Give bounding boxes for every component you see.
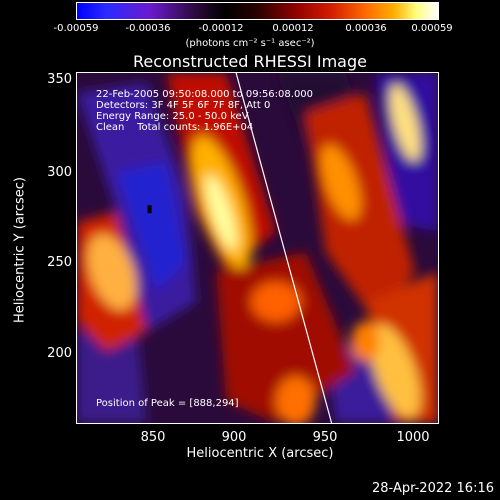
x-tick-label: 850 [140,430,166,445]
timestamp: 28-Apr-2022 16:16 [372,481,494,496]
time-range-text: 22-Feb-2005 09:50:08.000 to 09:56:08.000 [96,89,314,100]
negative-region [116,162,187,292]
colorbar-tick: 0.00036 [345,23,387,34]
heatmap-image [77,73,438,423]
plot-title: Reconstructed RHESSI Image [133,52,367,71]
colorbar-gradient [76,2,439,20]
colorbar-units: (photons cm⁻² s⁻¹ asec⁻²) [185,38,315,49]
clean-counts-text: Clean Total counts: 1.96E+04 [96,122,254,133]
solar-limb-line [235,73,333,423]
x-axis-title: Heliocentric X (arcsec) [186,446,334,461]
image-panel: 22-Feb-2005 09:50:08.000 to 09:56:08.000… [76,72,439,424]
bright-source [389,84,421,162]
peak-marker [147,205,152,214]
positive-region [216,251,356,423]
colorbar-tick: 0.00059 [411,23,453,34]
bright-source [369,324,421,419]
bright-source [87,233,137,310]
bright-source [351,321,380,362]
x-tick-label: 900 [221,430,247,445]
detectors-text: Detectors: 3F 4F 5F 6F 7F 8F, Att 0 [96,100,271,111]
colorbar-tick: -0.00059 [53,23,99,34]
y-tick-label: 300 [47,165,72,180]
colorbar-tick: -0.00012 [198,23,244,34]
bright-source [320,144,361,221]
bright-source-peak [205,174,237,251]
negative-region [77,321,147,423]
y-tick-label: 350 [47,72,72,87]
y-tick-label: 250 [47,255,72,270]
colorbar-tick: 0.00012 [272,23,314,34]
colorbar [76,2,439,20]
bright-source [275,376,316,423]
x-tick-label: 950 [312,430,338,445]
y-axis-title: Heliocentric Y (arcsec) [12,177,28,323]
bright-source [251,281,301,322]
energy-range-text: Energy Range: 25.0 - 50.0 keV [96,111,249,122]
y-tick-label: 200 [47,346,72,361]
x-tick-label: 1000 [396,430,430,445]
peak-position-text: Position of Peak = [888,294] [96,398,239,409]
colorbar-tick: -0.00036 [125,23,171,34]
